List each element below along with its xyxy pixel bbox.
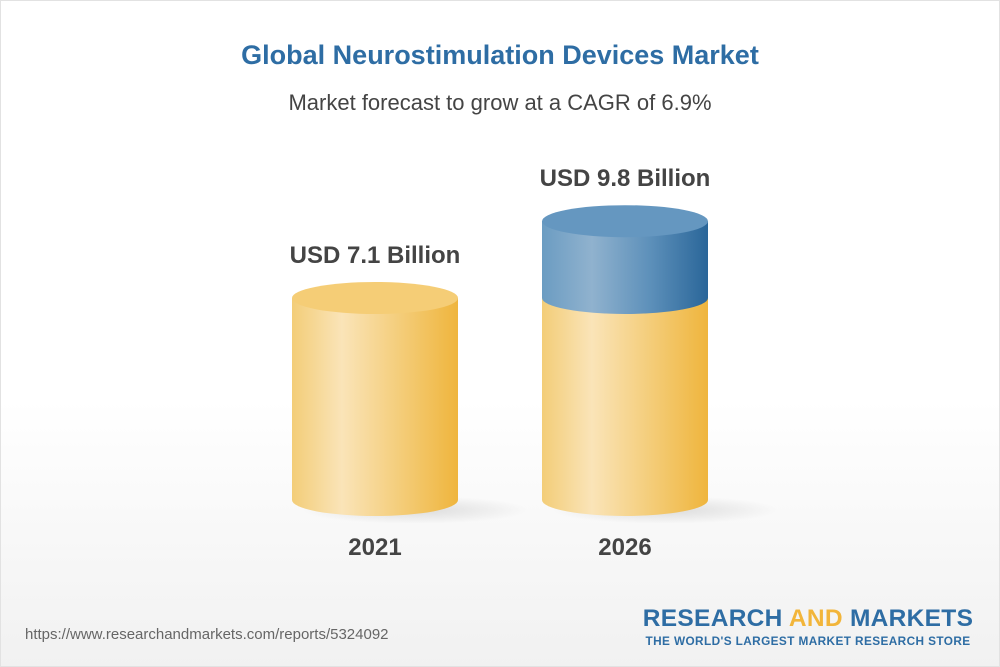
bar-growth-2026 — [542, 221, 708, 314]
data-label: USD 9.8 Billion — [540, 165, 711, 192]
logo-word: AND — [788, 605, 843, 632]
logo-word: MARKETS — [849, 605, 974, 632]
source-url[interactable]: https://www.researchandmarkets.com/repor… — [25, 626, 389, 643]
logo-tagline: THE WORLD'S LARGEST MARKET RESEARCH STOR… — [645, 634, 971, 648]
bar-2021 — [292, 298, 458, 516]
research-and-markets-logo: RESEARCH AND MARKETS THE WORLD'S LARGEST… — [641, 605, 975, 649]
cylinder-top — [292, 282, 458, 315]
chart-title: Global Neurostimulation Devices Market — [241, 40, 759, 70]
x-tick-label: 2021 — [348, 534, 401, 561]
x-tick-label: 2026 — [598, 534, 651, 561]
bar-2026 — [542, 298, 708, 516]
cylinder-top — [542, 205, 708, 238]
data-label: USD 7.1 Billion — [290, 242, 461, 269]
logo-word: RESEARCH — [642, 605, 783, 632]
chart-subtitle: Market forecast to grow at a CAGR of 6.9… — [288, 90, 712, 115]
